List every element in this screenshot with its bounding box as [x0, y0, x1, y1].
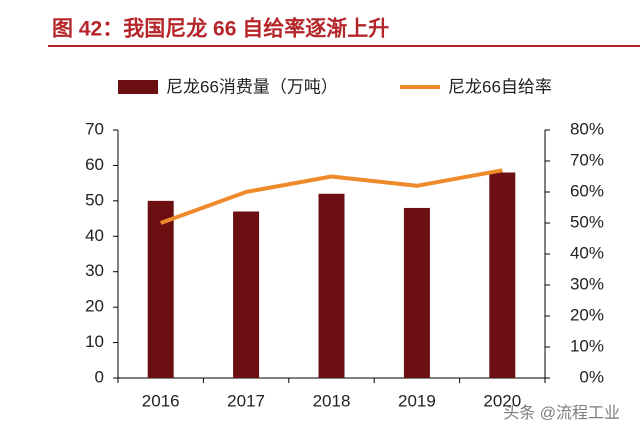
x-tick-label: 2017 — [227, 391, 265, 410]
bar — [403, 207, 430, 378]
x-tick-label: 2016 — [142, 391, 180, 410]
y-tick-label: 50 — [85, 190, 104, 209]
y2-tick-label: 20% — [570, 305, 604, 324]
y-tick-label: 30 — [85, 261, 104, 280]
y-tick-label: 70 — [85, 119, 104, 138]
y-tick-label: 40 — [85, 226, 104, 245]
y2-tick-label: 10% — [570, 336, 604, 355]
line — [160, 168, 503, 225]
chart-title: 图 42：我国尼龙 66 自给率逐渐上升 — [52, 17, 389, 41]
y-tick-label: 10 — [85, 332, 104, 351]
y2-tick-label: 70% — [570, 150, 604, 169]
legend-label: 尼龙66消费量（万吨） — [166, 77, 338, 96]
y2-tick-label: 30% — [570, 274, 604, 293]
legend-swatch — [118, 80, 158, 94]
y2-tick-label: 80% — [570, 119, 604, 138]
y2-tick-label: 0% — [579, 367, 604, 386]
x-tick-label: 2018 — [313, 391, 351, 410]
bar — [318, 193, 345, 378]
bar — [489, 172, 516, 378]
y-tick-label: 0 — [95, 367, 104, 386]
bar — [147, 200, 174, 378]
legend-label: 尼龙66自给率 — [448, 77, 552, 96]
bar — [233, 211, 260, 378]
y-tick-label: 20 — [85, 297, 104, 316]
y2-tick-label: 60% — [570, 181, 604, 200]
y2-tick-label: 50% — [570, 212, 604, 231]
watermark: 头条 @流程工业 — [503, 404, 620, 422]
x-tick-label: 2020 — [483, 391, 521, 410]
y2-tick-label: 40% — [570, 243, 604, 262]
x-tick-label: 2019 — [398, 391, 436, 410]
y-tick-label: 60 — [85, 155, 104, 174]
